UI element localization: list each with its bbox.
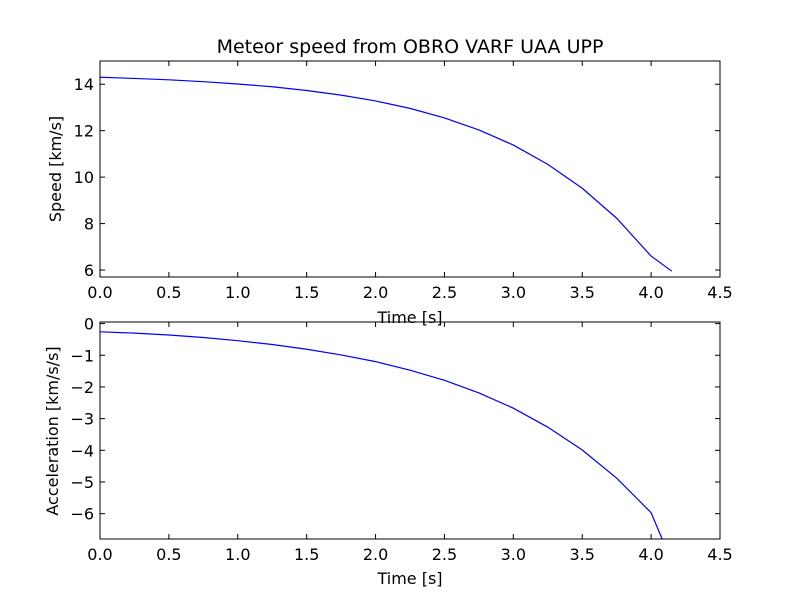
speed-x-tick-label: 3.0	[501, 283, 526, 302]
speed-y-tick-label: 10	[74, 168, 94, 187]
acceleration-x-tick-label: 1.0	[225, 545, 250, 564]
speed-chart-title: Meteor speed from OBRO VARF UAA UPP	[217, 36, 604, 58]
speed-x-axis-label: Time [s]	[376, 308, 442, 327]
speed-x-tick-label: 3.5	[569, 283, 594, 302]
speed-x-ticks: 0.0 0.5 1.0 1.5 2.0 2.5 3.0 3.5 4.0 4.5	[87, 61, 733, 302]
speed-chart: Meteor speed from OBRO VARF UAA UPP 0.0 0…	[46, 36, 733, 327]
acceleration-series-line	[99, 331, 663, 540]
speed-x-tick-label: 1.5	[294, 283, 319, 302]
acceleration-y-tick-label: −3	[70, 410, 94, 429]
speed-x-tick-label: 2.0	[363, 283, 388, 302]
acceleration-y-tick-label: −4	[70, 441, 94, 460]
speed-y-tick-label: 12	[74, 122, 94, 141]
acceleration-x-tick-label: 0.0	[87, 545, 112, 564]
speed-plot-frame	[99, 60, 721, 278]
acceleration-x-axis-label: Time [s]	[376, 569, 442, 588]
acceleration-y-tick-label: 0	[84, 315, 94, 334]
speed-y-tick-label: 6	[84, 261, 94, 280]
acceleration-y-axis-label: Acceleration [km/s/s]	[43, 346, 62, 515]
speed-y-axis-label: Speed [km/s]	[46, 116, 65, 222]
acceleration-x-tick-label: 3.5	[569, 545, 594, 564]
speed-x-tick-label: 4.0	[638, 283, 663, 302]
speed-series-line	[99, 76, 673, 272]
acceleration-x-tick-label: 4.5	[707, 545, 732, 564]
acceleration-y-tick-label: −1	[70, 346, 94, 365]
speed-x-tick-label: 0.5	[156, 283, 181, 302]
acceleration-x-tick-label: 2.5	[432, 545, 457, 564]
acceleration-x-tick-label: 3.0	[501, 545, 526, 564]
acceleration-x-tick-label: 4.0	[638, 545, 663, 564]
acceleration-x-tick-label: 2.0	[363, 545, 388, 564]
speed-x-tick-label: 4.5	[707, 283, 732, 302]
acceleration-x-tick-label: 0.5	[156, 545, 181, 564]
acceleration-x-ticks: 0.0 0.5 1.0 1.5 2.0 2.5 3.0 3.5 4.0 4.5	[87, 322, 733, 564]
speed-y-tick-label: 14	[74, 75, 94, 94]
speed-x-tick-label: 0.0	[87, 283, 112, 302]
acceleration-x-tick-label: 1.5	[294, 545, 319, 564]
acceleration-y-ticks: 0 −1 −2 −3 −4 −5 −6	[70, 315, 720, 524]
speed-x-tick-label: 1.0	[225, 283, 250, 302]
acceleration-y-tick-label: −5	[70, 473, 94, 492]
speed-y-ticks: 6 8 10 12 14	[74, 75, 720, 280]
speed-x-tick-label: 2.5	[432, 283, 457, 302]
acceleration-y-tick-label: −2	[70, 378, 94, 397]
speed-y-tick-label: 8	[84, 215, 94, 234]
acceleration-chart: 0.0 0.5 1.0 1.5 2.0 2.5 3.0 3.5 4.0 4.5 0 −1 −2 −3 −4…	[43, 315, 733, 588]
acceleration-plot-frame	[99, 321, 721, 540]
acceleration-y-tick-label: −6	[70, 505, 94, 524]
